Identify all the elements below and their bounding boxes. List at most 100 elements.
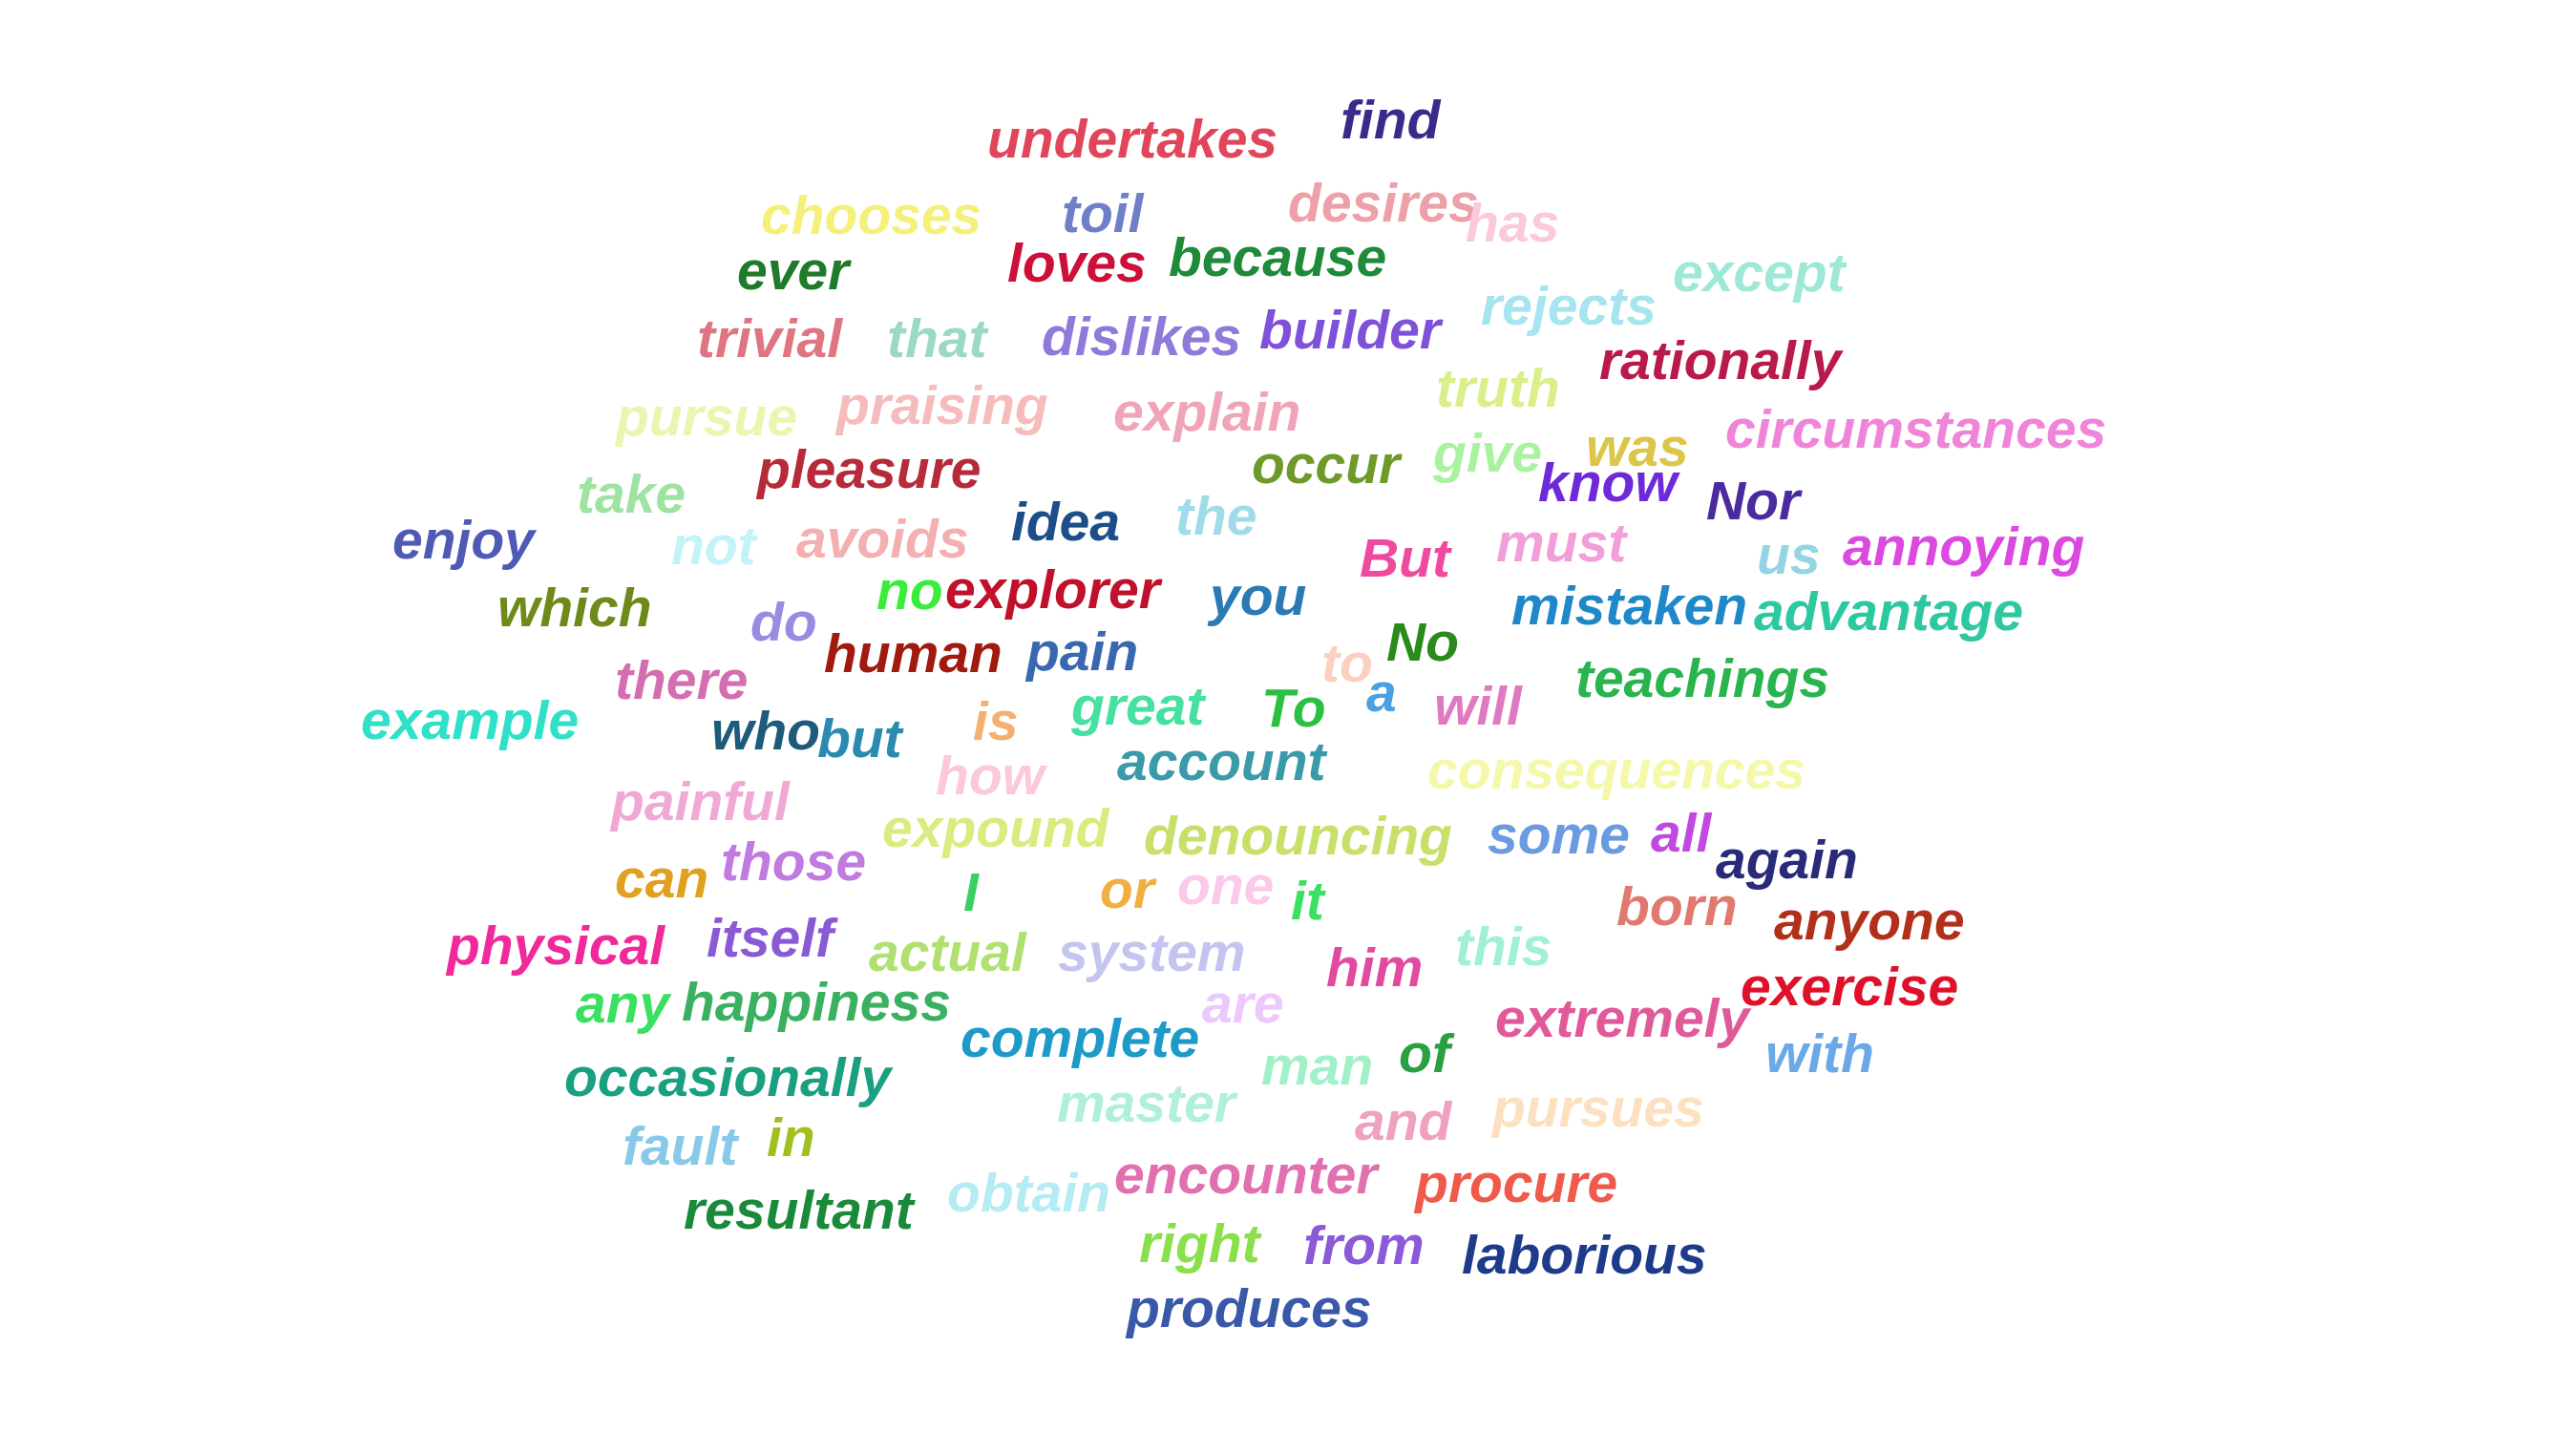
word-16: truth — [1436, 358, 1560, 419]
word-85: extremely — [1495, 988, 1750, 1049]
word-17: pursue — [616, 387, 798, 448]
word-92: and — [1355, 1091, 1452, 1152]
word-62: expound — [882, 798, 1109, 859]
word-75: physical — [447, 916, 665, 977]
word-51: example — [361, 690, 580, 751]
word-56: To — [1261, 678, 1326, 739]
word-8: because — [1169, 227, 1387, 288]
word-73: born — [1616, 876, 1738, 937]
word-80: this — [1455, 916, 1552, 978]
word-29: not — [671, 516, 756, 577]
word-89: occasionally — [564, 1047, 892, 1108]
word-25: take — [577, 464, 686, 525]
word-55: great — [1071, 676, 1205, 737]
word-31: idea — [1011, 492, 1121, 553]
word-3: toil — [1062, 183, 1144, 244]
word-43: do — [750, 592, 817, 653]
word-5: has — [1466, 193, 1560, 254]
word-71: one — [1177, 855, 1275, 916]
word-78: system — [1058, 922, 1246, 983]
word-84: are — [1202, 974, 1284, 1035]
word-87: of — [1399, 1023, 1450, 1085]
word-94: fault — [623, 1116, 738, 1177]
word-79: him — [1326, 937, 1424, 999]
word-45: pain — [1026, 621, 1139, 683]
word-11: trivial — [697, 308, 843, 369]
word-34: But — [1360, 528, 1450, 589]
word-20: was — [1586, 417, 1689, 478]
word-69: I — [963, 862, 979, 923]
word-63: denouncing — [1144, 806, 1452, 867]
word-49: a — [1366, 663, 1397, 724]
word-26: know — [1538, 453, 1678, 514]
word-100: right — [1139, 1213, 1260, 1274]
word-88: with — [1765, 1023, 1874, 1085]
word-46: No — [1386, 612, 1459, 673]
word-103: produces — [1127, 1278, 1372, 1339]
word-10: rejects — [1481, 276, 1657, 337]
word-101: from — [1303, 1215, 1425, 1276]
word-23: pleasure — [757, 439, 982, 500]
word-47: there — [615, 650, 749, 711]
word-97: obtain — [947, 1163, 1110, 1224]
word-60: consequences — [1427, 740, 1805, 801]
word-19: explain — [1113, 382, 1301, 443]
word-4: desires — [1288, 173, 1479, 234]
word-86: complete — [961, 1008, 1200, 1069]
word-96: encounter — [1114, 1145, 1378, 1206]
word-90: man — [1261, 1036, 1374, 1097]
word-15: rationally — [1599, 330, 1842, 391]
word-99: resultant — [684, 1180, 914, 1241]
word-2: chooses — [761, 185, 982, 246]
word-18: praising — [836, 375, 1048, 436]
word-70: or — [1100, 859, 1154, 920]
word-7: loves — [1007, 233, 1147, 294]
word-14: builder — [1259, 300, 1442, 361]
word-39: explorer — [945, 559, 1160, 621]
word-52: who — [711, 701, 820, 762]
word-81: exercise — [1741, 957, 1959, 1018]
word-37: which — [497, 578, 652, 639]
word-22: give — [1433, 423, 1543, 484]
word-61: painful — [611, 771, 790, 832]
word-12: that — [887, 308, 987, 369]
word-33: must — [1496, 513, 1627, 574]
word-36: annoying — [1843, 516, 2085, 578]
word-93: pursues — [1492, 1078, 1704, 1139]
word-32: the — [1175, 486, 1257, 547]
word-98: procure — [1415, 1153, 1618, 1214]
word-68: those — [721, 832, 867, 893]
word-102: laborious — [1462, 1225, 1707, 1286]
word-77: actual — [869, 922, 1026, 983]
word-82: any — [576, 974, 670, 1035]
word-58: how — [936, 746, 1045, 807]
word-38: no — [876, 560, 943, 621]
word-48: to — [1321, 633, 1373, 694]
word-28: enjoy — [392, 510, 535, 571]
word-0: undertakes — [987, 109, 1278, 170]
word-41: mistaken — [1511, 576, 1748, 637]
word-1: find — [1341, 90, 1441, 151]
word-53: but — [817, 708, 902, 769]
word-95: in — [767, 1107, 815, 1169]
word-50: teachings — [1575, 648, 1830, 709]
word-59: account — [1117, 731, 1326, 792]
word-13: dislikes — [1042, 306, 1242, 368]
word-54: is — [973, 691, 1019, 752]
word-44: human — [824, 623, 1003, 684]
word-91: master — [1057, 1073, 1235, 1134]
word-35: us — [1757, 525, 1821, 586]
word-9: except — [1673, 242, 1846, 304]
word-74: anyone — [1774, 891, 1965, 952]
word-30: avoids — [796, 509, 969, 570]
word-65: all — [1651, 803, 1712, 864]
word-57: will — [1434, 676, 1522, 737]
word-21: circumstances — [1725, 399, 2107, 460]
word-27: Nor — [1706, 471, 1801, 532]
word-24: occur — [1252, 434, 1401, 495]
word-40: you — [1210, 566, 1307, 627]
word-42: advantage — [1754, 581, 2023, 642]
word-83: happiness — [682, 972, 951, 1033]
word-72: it — [1291, 871, 1324, 932]
